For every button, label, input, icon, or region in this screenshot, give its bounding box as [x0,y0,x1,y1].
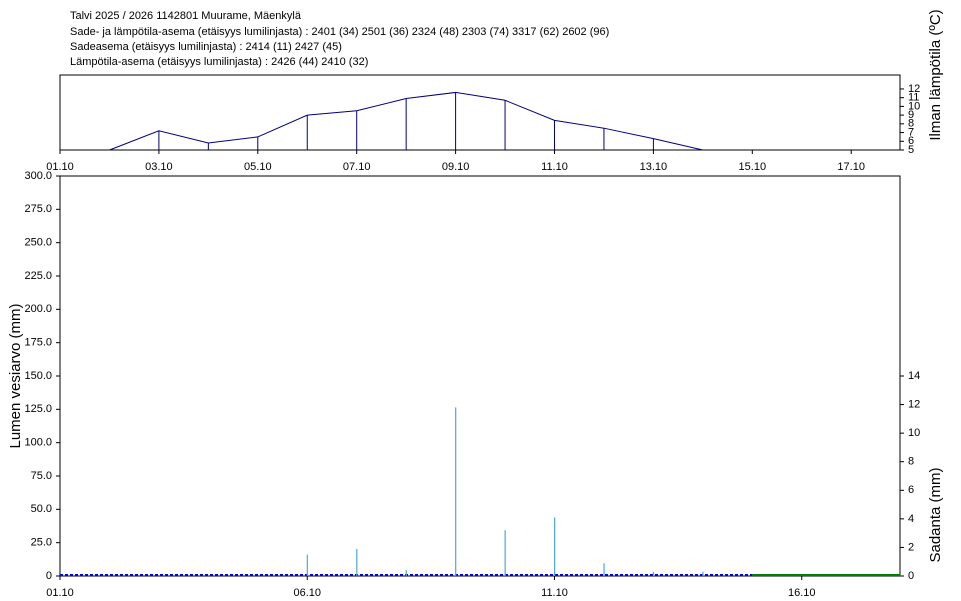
tick-label: 0 [908,570,914,582]
tick-label: 250.0 [24,237,52,249]
header-line: Sadeasema (etäisyys lumilinjasta) : 2414… [70,41,342,53]
tick-label: 275.0 [24,203,52,215]
tick-label: 150.0 [24,370,52,382]
tick-label: 2 [908,541,914,553]
tick-label: 175.0 [24,337,52,349]
tick-label: 100.0 [24,437,52,449]
x-tick-label: 07.10 [343,161,371,173]
tick-label: 8 [908,456,914,468]
bar [702,571,704,576]
bar [356,548,358,576]
tick-label: 300.0 [24,170,52,182]
x-tick-label: 11.10 [541,161,568,173]
x-tick-label: 01.10 [46,587,74,599]
tick-label: 12 [908,398,920,410]
tick-label: 4 [908,513,914,525]
tick-label: 11 [908,92,919,104]
x-tick-label: 17.10 [837,161,865,173]
header-line: Lämpötila-asema (etäisyys lumilinjasta) … [70,56,368,68]
bar [306,554,308,576]
y-axis-label: Lumen vesiarvo (mm) [7,303,24,448]
x-tick-label: 15.10 [739,161,767,173]
bar [405,570,407,576]
tick-label: 25.0 [31,537,52,549]
x-tick-label: 03.10 [145,161,173,173]
x-tick-label: 11.10 [541,587,568,599]
tick-label: 125.0 [24,403,52,415]
x-tick-label: 09.10 [442,161,470,173]
header-line: Sade- ja lämpötila-asema (etäisyys lumil… [70,26,609,38]
tick-label: 14 [908,370,920,382]
tick-label: 8 [908,118,914,130]
y-axis-label: Ilman lämpötila (ºC) [927,9,944,140]
x-tick-label: 05.10 [244,161,272,173]
bar [652,571,655,576]
line [109,91,703,151]
x-tick-label: 01.10 [46,161,74,173]
tick-label: 6 [908,484,914,496]
tick-label: 12 [908,83,920,95]
x-tick-label: 06.10 [293,587,321,599]
tick-label: 225.0 [24,270,52,282]
tick-label: 50.0 [31,503,52,515]
tick-label: 200.0 [24,303,52,315]
plot-frame [59,175,901,577]
tick-label: 75.0 [31,470,52,482]
bar [455,407,457,576]
bar [603,563,605,576]
y2-axis-label: Sadanta (mm) [927,467,944,562]
bar [554,517,556,576]
tick-label: 10 [908,100,920,112]
bar [504,530,506,576]
plot-frame [59,74,901,151]
tick-label: 0 [46,570,52,582]
x-tick-label: 13.10 [640,161,668,173]
tick-label: 5 [908,144,914,156]
tick-label: 9 [908,109,914,121]
tick-label: 6 [908,135,914,147]
tick-label: 7 [908,126,914,138]
header-line: Talvi 2025 / 2026 1142801 Muurame, Mäenk… [70,10,302,22]
x-tick-label: 16.10 [788,587,816,599]
tick-label: 10 [908,427,920,439]
